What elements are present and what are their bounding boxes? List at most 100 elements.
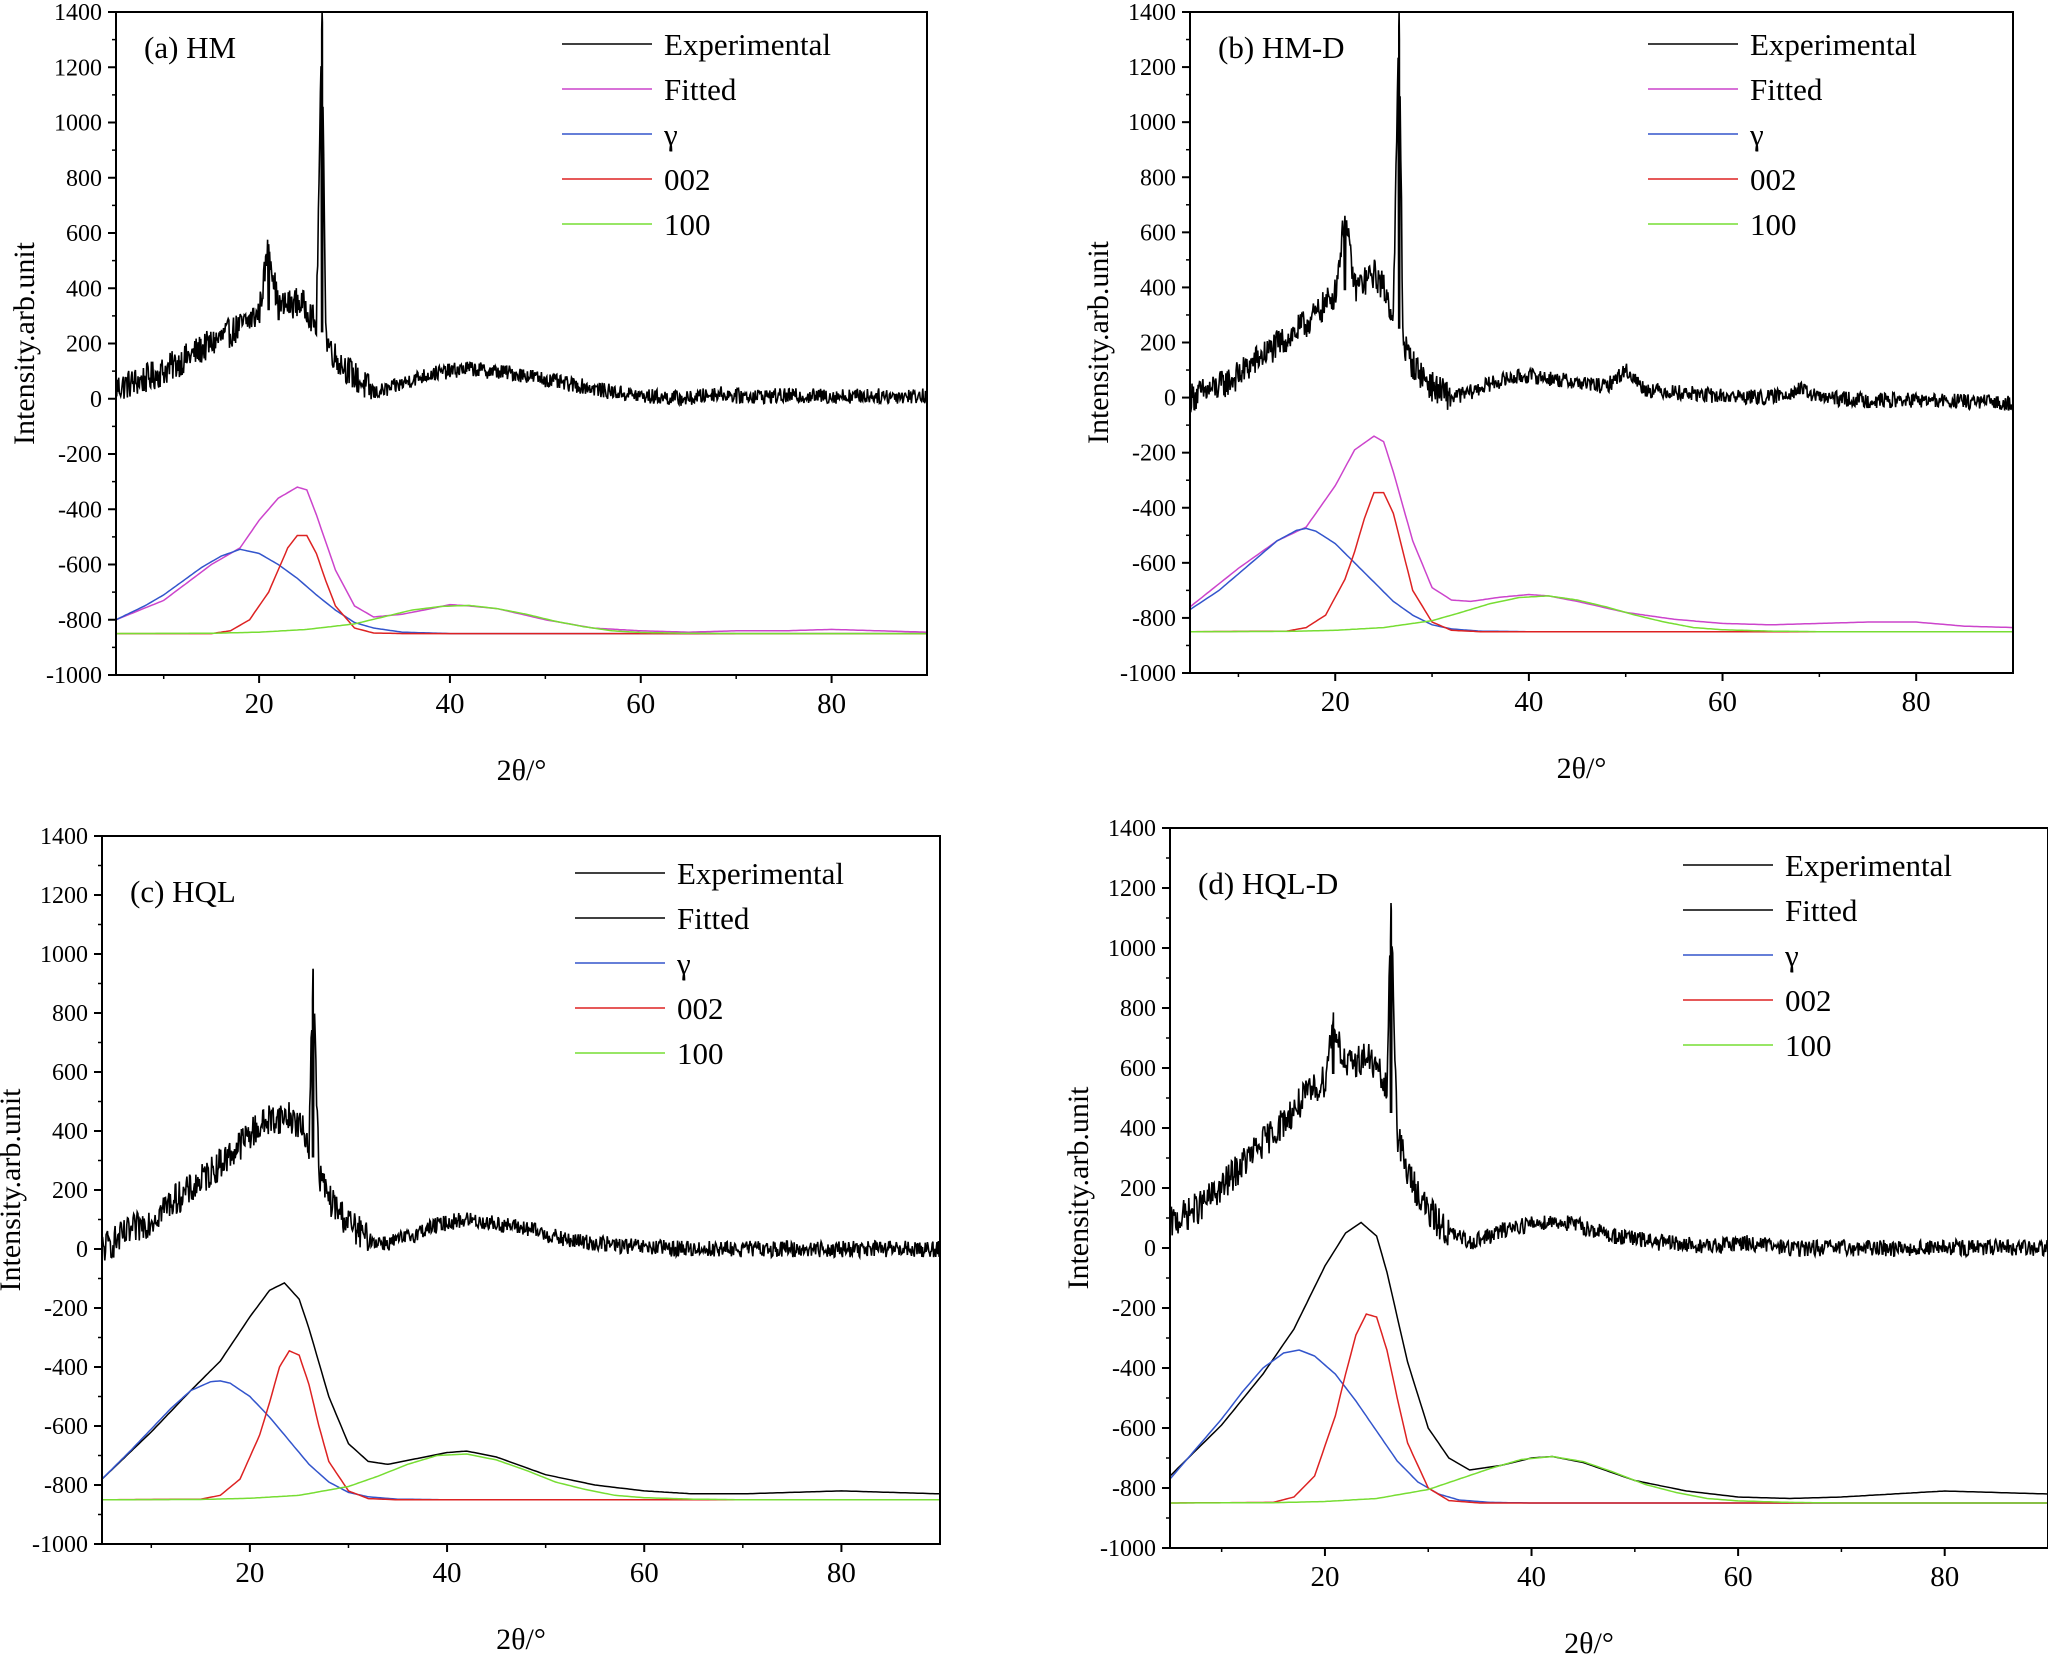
series-line-gamma (1190, 527, 2013, 633)
series-line-gamma (116, 548, 927, 635)
series-line-100 (116, 604, 927, 635)
y-tick-label: 200 (52, 1178, 88, 1204)
y-tick-label: 800 (1120, 996, 1156, 1022)
series-line-100 (1170, 1455, 2048, 1504)
y-axis-title: Intensity.arb.unit (0, 1088, 27, 1292)
y-tick-label: -600 (1112, 1416, 1156, 1442)
x-axis-title: 2θ/° (496, 1623, 546, 1656)
legend-label-100: 100 (1785, 1028, 1832, 1063)
plot-area (116, 12, 927, 635)
y-tick-label: 1400 (1108, 816, 1156, 842)
x-tick-label: 40 (435, 688, 464, 720)
series-line-gamma (102, 1380, 940, 1501)
x-tick-label: 20 (1321, 686, 1350, 718)
y-tick-label: 800 (1140, 165, 1176, 191)
y-tick-label: 200 (1120, 1176, 1156, 1202)
series-line-002 (1190, 491, 2013, 633)
y-tick-label: 1000 (54, 111, 102, 137)
x-tick-label: 40 (1517, 1561, 1546, 1593)
legend-label-002: 002 (1750, 162, 1797, 197)
y-tick-label: 800 (52, 1001, 88, 1027)
chart-panel-2: -1000 -800 -600 -400 -200 0 200 400 600 800 1000 12… (1082, 0, 2014, 785)
legend-label-100: 100 (1750, 207, 1797, 242)
y-tick-label: 1200 (1128, 55, 1176, 81)
series-line-experimental (116, 12, 927, 408)
y-tick-label: -400 (1112, 1356, 1156, 1382)
x-tick-label: 20 (1310, 1561, 1339, 1593)
y-tick-label: -800 (58, 608, 102, 634)
y-tick-label: 400 (66, 276, 102, 302)
y-tick-label: 0 (1164, 386, 1176, 412)
y-axis-title: Intensity.arb.unit (1082, 240, 1115, 444)
legend-label-100: 100 (677, 1036, 724, 1071)
y-tick-label: -800 (1112, 1476, 1156, 1502)
y-tick-label: -400 (44, 1355, 88, 1381)
x-tick-label: 20 (235, 1557, 264, 1589)
axes-frame (1169, 827, 2048, 1549)
series-line-100 (102, 1453, 940, 1501)
x-axis-title: 2θ/° (1557, 752, 1607, 785)
y-tick-label: -200 (1112, 1296, 1156, 1322)
plot-area (102, 968, 940, 1501)
x-axis-title: 2θ/° (1564, 1627, 1614, 1660)
x-tick-label: 60 (626, 688, 655, 720)
y-tick-label: -400 (58, 497, 102, 523)
y-tick-label: -200 (58, 442, 102, 468)
panel-title: (b) HM-D (1218, 30, 1345, 65)
axes-frame (1189, 11, 2014, 674)
panel-title: (d) HQL-D (1198, 866, 1338, 901)
series-line-experimental (1190, 12, 2013, 413)
legend-label-experimental: Experimental (1750, 27, 1917, 62)
y-tick-label: 200 (66, 332, 102, 358)
legend-label-fitted: Fitted (677, 901, 750, 936)
y-tick-label: -600 (58, 553, 102, 579)
legend-label-fitted: Fitted (664, 72, 737, 107)
y-tick-label: -200 (1132, 441, 1176, 467)
y-tick-label: 1400 (54, 0, 102, 26)
y-tick-label: -800 (44, 1473, 88, 1499)
series-line-fitted (102, 1281, 940, 1495)
series-line-002 (1170, 1313, 2048, 1504)
x-tick-label: 80 (827, 1557, 856, 1589)
y-tick-label: 1000 (40, 942, 88, 968)
y-tick-label: -1000 (46, 663, 102, 689)
legend-label-experimental: Experimental (677, 856, 844, 891)
y-tick-label: 400 (52, 1119, 88, 1145)
y-tick-label: -1000 (1120, 661, 1176, 687)
y-tick-label: 0 (1144, 1236, 1156, 1262)
y-tick-label: 800 (66, 166, 102, 192)
legend-label-gamma: γ (1784, 938, 1799, 973)
legend-label-002: 002 (664, 162, 711, 197)
series-line-100 (1190, 595, 2013, 633)
x-tick-label: 20 (245, 688, 274, 720)
y-tick-label: -1000 (32, 1532, 88, 1558)
y-tick-label: 1200 (40, 883, 88, 909)
y-tick-label: 600 (1140, 220, 1176, 246)
series-line-gamma (1170, 1349, 2048, 1504)
axes-frame (115, 11, 928, 676)
y-tick-label: 0 (90, 387, 102, 413)
y-tick-label: 1200 (1108, 876, 1156, 902)
y-tick-label: 1400 (1128, 0, 1176, 26)
x-tick-label: 60 (1708, 686, 1737, 718)
panel-title: (a) HM (144, 30, 236, 65)
chart-panel-3: -1000 -800 -600 -400 -200 0 200 400 600 800 1000 12… (0, 824, 941, 1656)
legend-label-experimental: Experimental (1785, 848, 1952, 883)
y-tick-label: -1000 (1100, 1536, 1156, 1562)
y-tick-label: -400 (1132, 496, 1176, 522)
x-tick-label: 40 (433, 1557, 462, 1589)
y-axis-title: Intensity.arb.unit (8, 241, 41, 445)
series-line-fitted (116, 486, 927, 633)
legend-label-100: 100 (664, 207, 711, 242)
y-tick-label: 600 (1120, 1056, 1156, 1082)
y-tick-label: 200 (1140, 331, 1176, 357)
y-tick-label: 600 (52, 1060, 88, 1086)
series-line-002 (102, 1349, 940, 1501)
y-tick-label: -200 (44, 1296, 88, 1322)
y-tick-label: 400 (1140, 275, 1176, 301)
series-line-fitted (1170, 1221, 2048, 1500)
axes-frame (101, 835, 941, 1545)
y-tick-label: -600 (44, 1414, 88, 1440)
y-tick-label: 1400 (40, 824, 88, 850)
